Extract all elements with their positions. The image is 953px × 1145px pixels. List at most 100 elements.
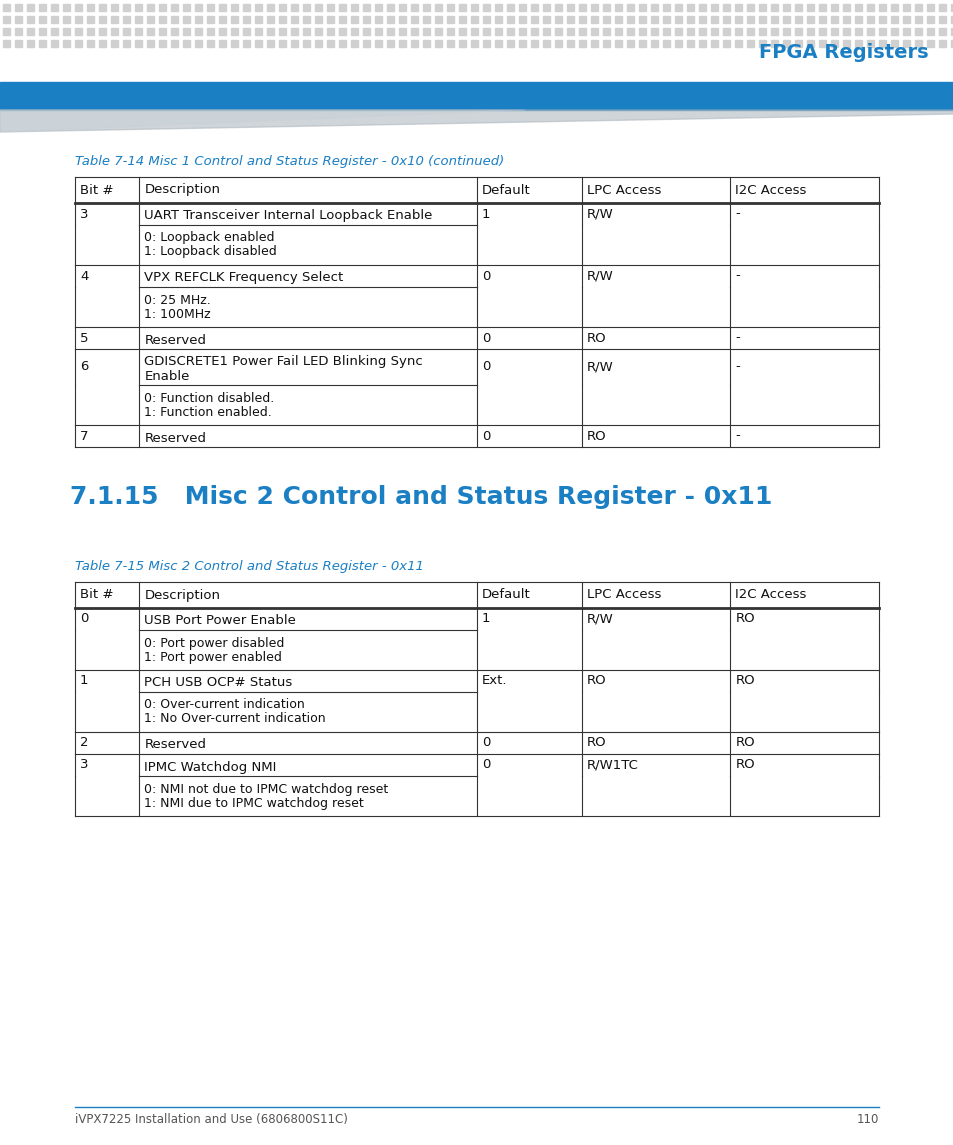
Bar (314, 40, 322, 47)
Bar (194, 27, 202, 35)
Bar (411, 27, 417, 35)
Bar (458, 27, 465, 35)
Bar (207, 3, 213, 11)
Bar (722, 27, 729, 35)
Bar (15, 3, 22, 11)
Bar (447, 3, 454, 11)
Bar (866, 40, 873, 47)
Bar (890, 3, 897, 11)
Bar (39, 40, 46, 47)
Bar (518, 3, 525, 11)
Bar (471, 3, 477, 11)
Bar (759, 40, 765, 47)
Text: Default: Default (481, 183, 530, 197)
Text: iVPX7225 Installation and Use (6806800S11C): iVPX7225 Installation and Use (6806800S1… (75, 1113, 348, 1126)
Bar (51, 16, 58, 23)
Bar (87, 27, 94, 35)
Bar (422, 40, 430, 47)
Bar (878, 27, 885, 35)
Text: 1: 1 (80, 674, 89, 687)
Bar (51, 40, 58, 47)
Bar (710, 27, 718, 35)
Bar (518, 27, 525, 35)
Bar (314, 16, 322, 23)
Bar (351, 27, 357, 35)
Bar (914, 40, 921, 47)
Text: 7.1.15   Misc 2 Control and Status Register - 0x11: 7.1.15 Misc 2 Control and Status Registe… (70, 485, 772, 510)
Text: 1: 1 (481, 207, 490, 221)
Bar (710, 40, 718, 47)
Bar (63, 40, 70, 47)
Bar (506, 27, 514, 35)
Bar (351, 16, 357, 23)
Bar (734, 3, 741, 11)
Bar (231, 27, 237, 35)
Bar (495, 3, 501, 11)
Bar (422, 3, 430, 11)
Polygon shape (0, 110, 524, 132)
Bar (662, 27, 669, 35)
Text: 0: 0 (481, 332, 490, 345)
Bar (291, 40, 297, 47)
Bar (27, 3, 34, 11)
Bar (254, 27, 262, 35)
Bar (722, 16, 729, 23)
Bar (207, 16, 213, 23)
Bar (686, 27, 693, 35)
Text: LPC Access: LPC Access (586, 589, 660, 601)
Bar (818, 40, 825, 47)
Bar (27, 27, 34, 35)
Bar (171, 16, 178, 23)
Text: Enable: Enable (144, 370, 190, 382)
Bar (135, 27, 142, 35)
Bar (602, 27, 609, 35)
Text: 1: Port power enabled: 1: Port power enabled (144, 650, 282, 663)
Bar (699, 3, 705, 11)
Text: LPC Access: LPC Access (586, 183, 660, 197)
Bar (578, 40, 585, 47)
Bar (722, 40, 729, 47)
Text: IPMC Watchdog NMI: IPMC Watchdog NMI (144, 760, 276, 774)
Bar (147, 27, 153, 35)
Bar (458, 16, 465, 23)
Bar (686, 40, 693, 47)
Bar (626, 27, 634, 35)
Bar (435, 40, 441, 47)
Bar (3, 27, 10, 35)
Bar (914, 16, 921, 23)
Bar (75, 27, 82, 35)
Bar (183, 40, 190, 47)
Bar (578, 27, 585, 35)
Bar (447, 16, 454, 23)
Text: Reserved: Reserved (144, 432, 206, 444)
Bar (578, 3, 585, 11)
Text: Description: Description (144, 589, 220, 601)
Bar (375, 16, 381, 23)
Bar (171, 40, 178, 47)
Bar (842, 27, 849, 35)
Bar (123, 3, 130, 11)
Bar (830, 40, 837, 47)
Bar (842, 3, 849, 11)
Bar (147, 3, 153, 11)
Text: I2C Access: I2C Access (735, 183, 806, 197)
Bar (495, 16, 501, 23)
Bar (147, 16, 153, 23)
Bar (471, 16, 477, 23)
Bar (435, 27, 441, 35)
Bar (3, 3, 10, 11)
Bar (99, 16, 106, 23)
Bar (639, 40, 645, 47)
Text: 0: Function disabled.: 0: Function disabled. (144, 392, 274, 404)
Bar (555, 16, 561, 23)
Bar (63, 16, 70, 23)
Bar (734, 27, 741, 35)
Bar (602, 16, 609, 23)
Bar (303, 27, 310, 35)
Bar (914, 27, 921, 35)
Bar (291, 3, 297, 11)
Bar (411, 3, 417, 11)
Bar (555, 3, 561, 11)
Text: 0: NMI not due to IPMC watchdog reset: 0: NMI not due to IPMC watchdog reset (144, 782, 388, 796)
Bar (458, 40, 465, 47)
